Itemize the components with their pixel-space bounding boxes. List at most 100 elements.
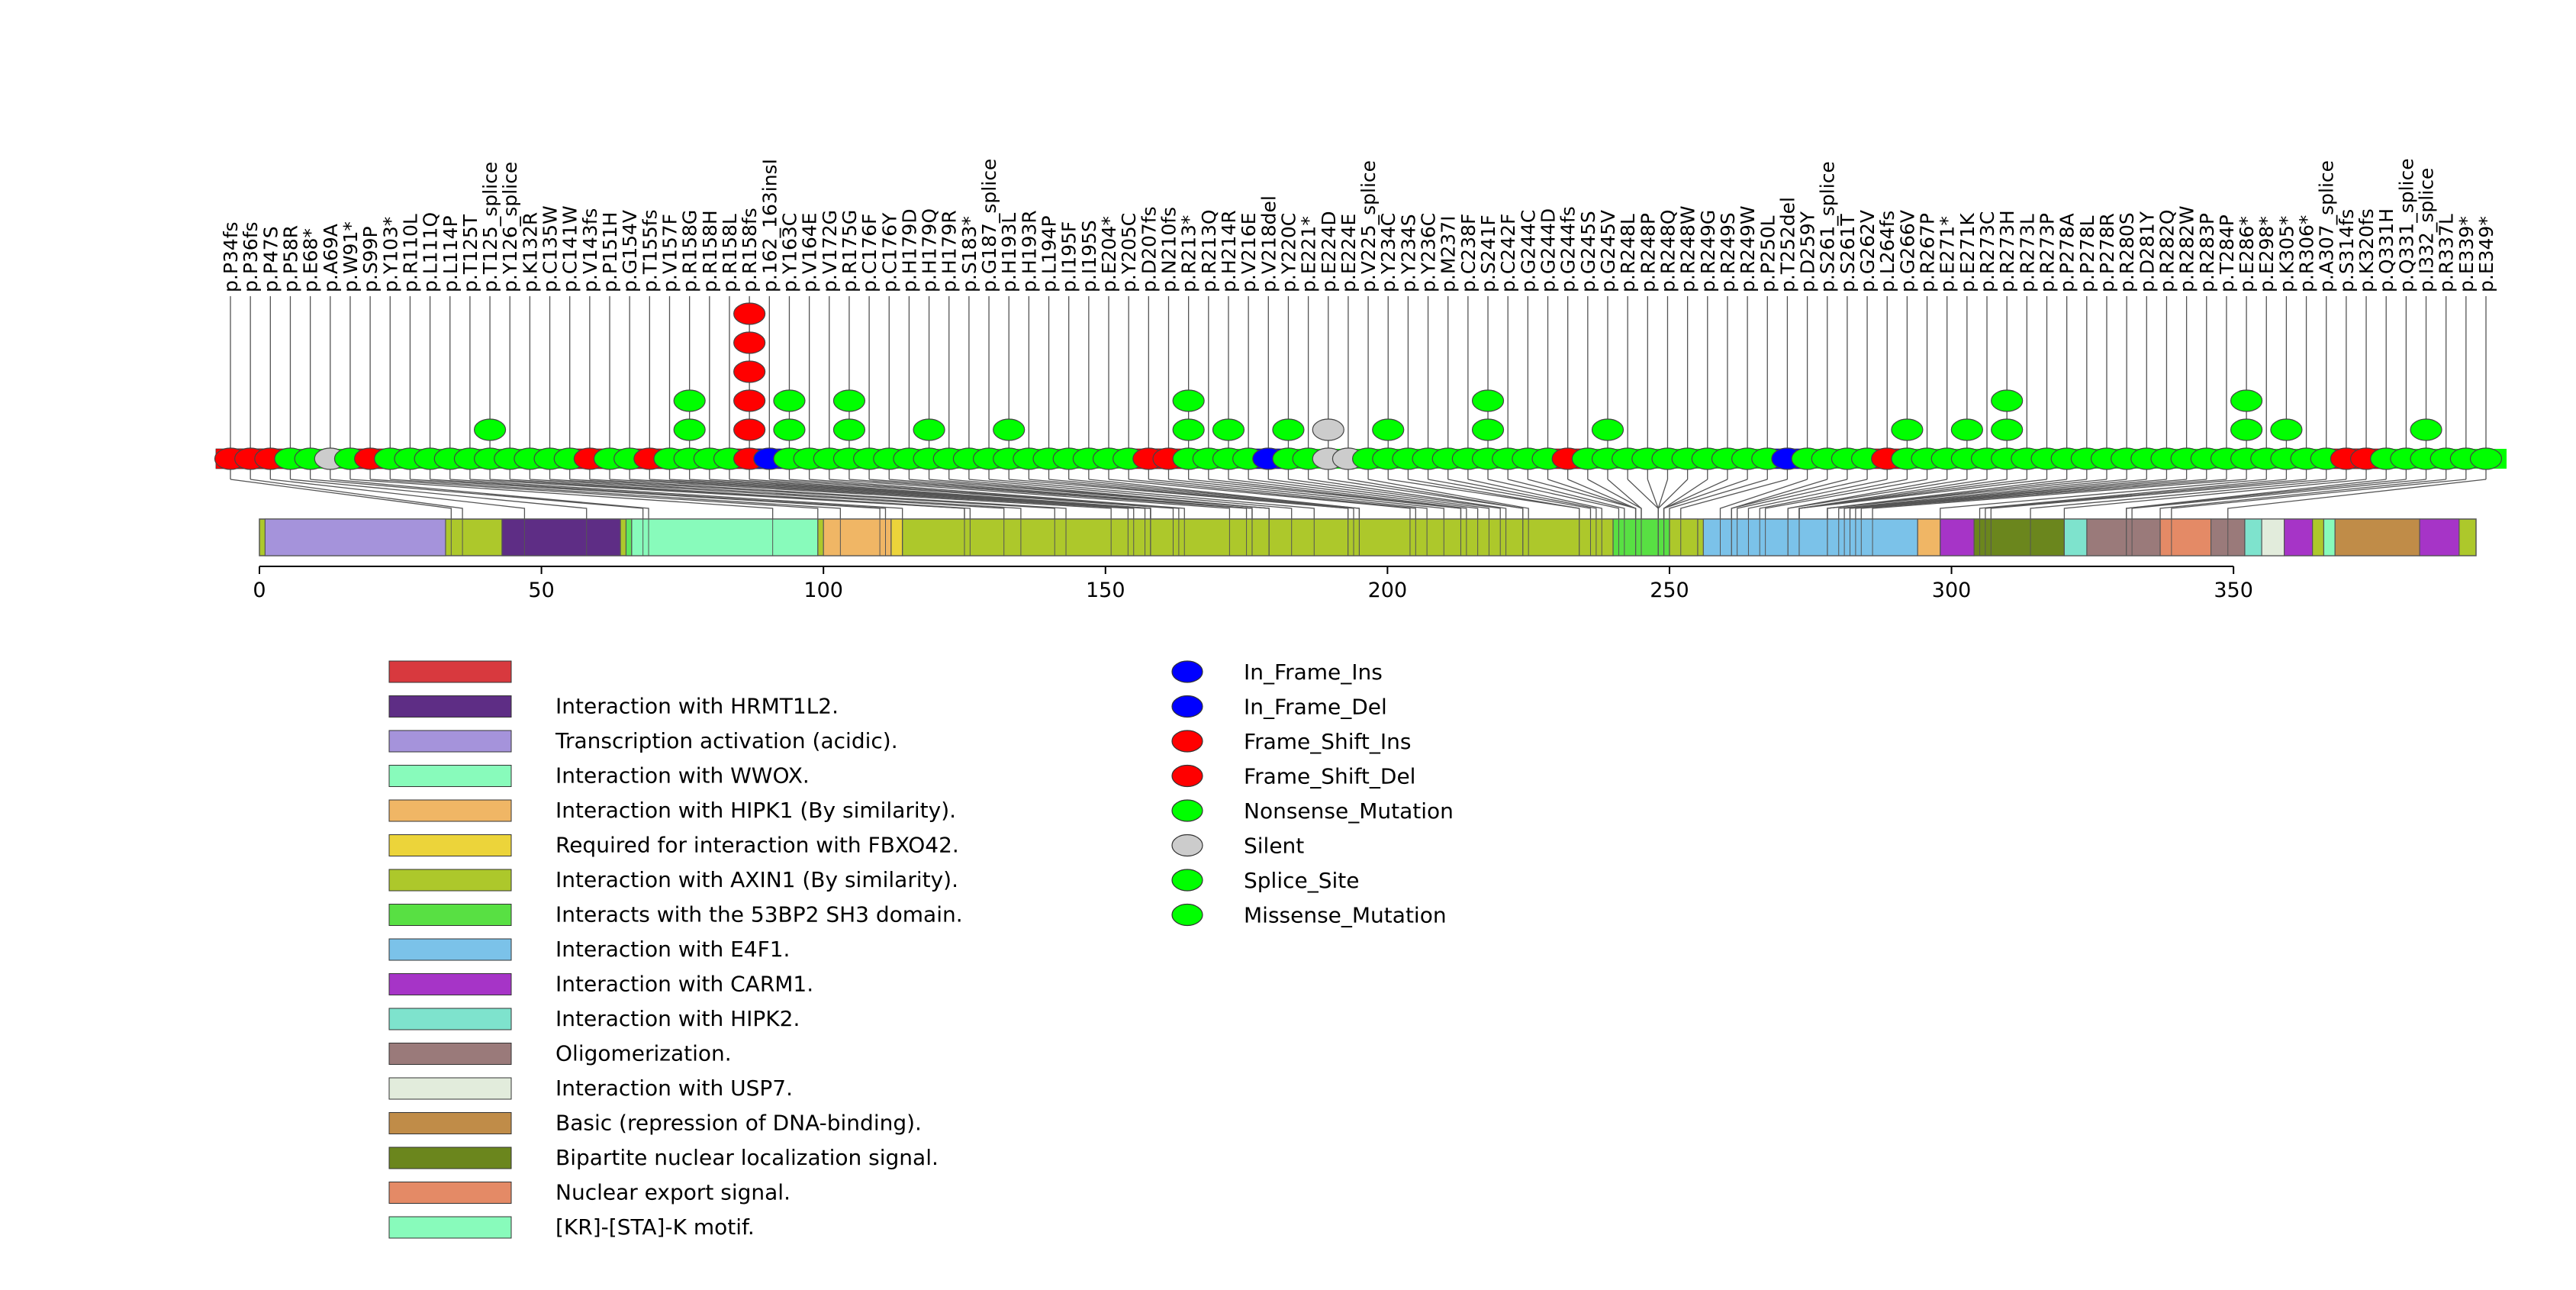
domain-segment (2419, 518, 2460, 556)
mutation-circle (832, 418, 866, 441)
mutation-label: p.S241F (1477, 214, 1499, 292)
mutation-label: p.Y163C (778, 213, 800, 292)
mutation-circle (733, 331, 766, 354)
mutation-label: p.A69A (320, 224, 342, 292)
domain-segment (890, 518, 903, 556)
mutation-label: p.R248P (1637, 213, 1659, 292)
connector-line (1680, 479, 1788, 519)
connector-line (2171, 479, 2466, 519)
domain-legend-label: Interaction with CARM1. (555, 972, 813, 997)
domain-legend: Interaction with HRMT1L2. Transcription a… (388, 660, 963, 1240)
mutation-label: p.P34fs (220, 221, 242, 292)
connector-line (889, 479, 1253, 519)
mutation-label: p.D259Y (1797, 211, 1819, 292)
mutation-label: p.T252del (1776, 197, 1798, 292)
mutation-circle (1272, 418, 1305, 441)
mutation-circle (1471, 418, 1505, 441)
mutation-circle (2270, 418, 2303, 441)
mutation-label: p.T284P (2216, 214, 2238, 292)
mutation-legend-label: Nonsense_Mutation (1244, 798, 1454, 824)
mutation-circle (1172, 418, 1205, 441)
domain-segment (631, 518, 819, 556)
mutation-label: p.Y234S (1397, 214, 1419, 292)
mutation-label: p.C176F (858, 214, 881, 292)
mutation-label: p.R267P (1917, 213, 1939, 292)
protein-domains (259, 518, 2477, 556)
connector-line (1759, 479, 1908, 519)
mutation-legend-marker (1171, 764, 1203, 788)
connector-line (1148, 479, 1428, 519)
mutation-label: p.G154V (619, 210, 641, 292)
connector-line (569, 479, 1055, 519)
mutation-circle (1950, 418, 1983, 441)
domain-segment (2312, 518, 2325, 556)
mutation-label: p.G245S (1577, 211, 1599, 292)
x-tick-label: 350 (2214, 579, 2253, 602)
connector-line (1872, 479, 2247, 519)
mutation-circle (1991, 418, 2024, 441)
mutation-label: p.H179D (898, 208, 920, 292)
mutation-label: p.162_163insI (758, 159, 781, 292)
connector-line (449, 479, 903, 519)
mutation-label: p.G244C (1517, 210, 1539, 292)
mutation-legend-marker (1171, 660, 1203, 683)
mutation-label: p.P278A (2056, 213, 2079, 292)
mutation-label: p.E271K (1956, 213, 1979, 292)
mutation-circle (913, 418, 945, 441)
connector-line (1855, 479, 2207, 519)
connector-line (1268, 479, 1490, 519)
x-tick-label: 300 (1932, 579, 1972, 602)
mutation-label: p.V143fs (579, 208, 601, 292)
domain-segment (823, 518, 892, 556)
mutation-label: p.E224D (1318, 211, 1340, 292)
connector-line (330, 479, 649, 519)
mutation-circle (473, 418, 507, 441)
connector-line (1940, 479, 2267, 519)
mutation-label: p.Y205C (1118, 213, 1140, 292)
connector-line (589, 479, 1067, 519)
connector-line (1447, 479, 1597, 519)
domain-segment (2159, 518, 2212, 556)
mutation-label: p.H179Q (919, 208, 941, 292)
mutation-circle (832, 389, 866, 412)
mutation-circle (1991, 389, 2024, 412)
mutation-label: p.E298* (2256, 216, 2278, 292)
domain-legend-swatch (388, 1112, 512, 1134)
domain-legend-swatch (388, 1008, 512, 1030)
mutation-label: p.L114P (440, 215, 462, 292)
mutation-label: p.M237I (1438, 216, 1460, 292)
mutation-label: p.R283P (2196, 213, 2218, 292)
connector-line (2126, 479, 2407, 519)
mutation-circle (1212, 418, 1245, 441)
mutation-label: p.E339* (2455, 216, 2478, 292)
connector-line (1731, 479, 1848, 519)
connector-line (1737, 479, 1868, 519)
domain-legend-label: Required for interaction with FBXO42. (555, 833, 959, 858)
connector-line (1508, 479, 1625, 519)
mutation-label: p.A307_splice (2316, 160, 2338, 292)
domain-legend-swatch (388, 1182, 512, 1204)
domain-legend-label: Transcription activation (acidic). (555, 728, 898, 753)
lollipop-heads (214, 302, 2503, 470)
connector-line (1408, 479, 1580, 519)
mutation-label: p.R158L (719, 214, 741, 292)
connector-line (390, 479, 842, 519)
connector-line (829, 479, 1231, 519)
connector-line (230, 479, 452, 519)
mutation-label: p.R213Q (1198, 209, 1220, 292)
mutation-label: p.E221* (1298, 216, 1320, 292)
connector-line (1288, 479, 1501, 519)
mutation-label: p.V164E (799, 213, 821, 292)
mutation-label: p.P36fs (240, 221, 262, 292)
domain-legend-swatch (388, 1216, 512, 1239)
mutation-legend-marker (1171, 903, 1203, 927)
mutation-label: p.Y236C (1418, 213, 1440, 292)
connector-line (430, 479, 887, 519)
domain-legend-swatch (388, 834, 512, 856)
mutation-label: p.R175G (839, 210, 861, 292)
mutation-label: p.T125T (459, 214, 481, 292)
connector-line (1798, 479, 2047, 519)
mutation-label: p.E224E (1338, 214, 1360, 292)
connector-line (1669, 479, 1768, 519)
mutation-label: p.E349* (2475, 216, 2497, 292)
